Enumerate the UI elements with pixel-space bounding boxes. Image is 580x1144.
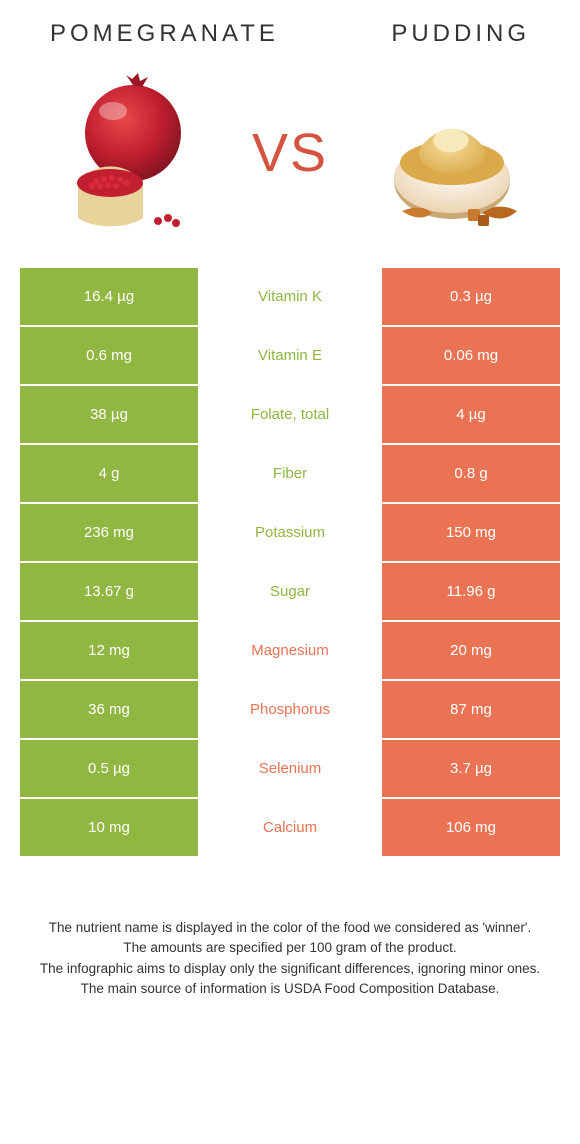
- value-right: 4 µg: [382, 386, 560, 443]
- nutrient-table: 16.4 µgVitamin K0.3 µg0.6 mgVitamin E0.0…: [0, 268, 580, 856]
- value-left: 4 g: [20, 445, 198, 502]
- table-row: 38 µgFolate, total4 µg: [20, 386, 560, 443]
- value-right: 0.8 g: [382, 445, 560, 502]
- pomegranate-image: [48, 73, 208, 233]
- footer-notes: The nutrient name is displayed in the co…: [0, 858, 580, 999]
- value-right: 0.3 µg: [382, 268, 560, 325]
- value-right: 20 mg: [382, 622, 560, 679]
- title-left: POMEGRANATE: [50, 20, 279, 48]
- footer-line: The main source of information is USDA F…: [30, 979, 550, 999]
- footer-line: The nutrient name is displayed in the co…: [30, 918, 550, 938]
- value-left: 36 mg: [20, 681, 198, 738]
- table-row: 10 mgCalcium106 mg: [20, 799, 560, 856]
- vs-label: VS: [252, 122, 328, 184]
- nutrient-name: Folate, total: [200, 386, 380, 443]
- value-left: 16.4 µg: [20, 268, 198, 325]
- nutrient-name: Fiber: [200, 445, 380, 502]
- value-right: 3.7 µg: [382, 740, 560, 797]
- value-left: 10 mg: [20, 799, 198, 856]
- value-left: 236 mg: [20, 504, 198, 561]
- value-left: 13.67 g: [20, 563, 198, 620]
- nutrient-name: Vitamin E: [200, 327, 380, 384]
- hero: VS: [0, 58, 580, 268]
- value-right: 106 mg: [382, 799, 560, 856]
- table-row: 4 gFiber0.8 g: [20, 445, 560, 502]
- value-left: 38 µg: [20, 386, 198, 443]
- nutrient-name: Calcium: [200, 799, 380, 856]
- nutrient-name: Magnesium: [200, 622, 380, 679]
- nutrient-name: Vitamin K: [200, 268, 380, 325]
- value-left: 0.5 µg: [20, 740, 198, 797]
- nutrient-name: Sugar: [200, 563, 380, 620]
- pudding-image: [372, 73, 532, 233]
- title-right: PUDDING: [391, 20, 530, 48]
- nutrient-name: Potassium: [200, 504, 380, 561]
- footer-line: The infographic aims to display only the…: [30, 959, 550, 979]
- value-right: 150 mg: [382, 504, 560, 561]
- header: POMEGRANATE PUDDING: [0, 0, 580, 58]
- value-right: 11.96 g: [382, 563, 560, 620]
- table-row: 36 mgPhosphorus87 mg: [20, 681, 560, 738]
- table-row: 12 mgMagnesium20 mg: [20, 622, 560, 679]
- table-row: 0.5 µgSelenium3.7 µg: [20, 740, 560, 797]
- table-row: 13.67 gSugar11.96 g: [20, 563, 560, 620]
- value-right: 0.06 mg: [382, 327, 560, 384]
- value-right: 87 mg: [382, 681, 560, 738]
- table-row: 16.4 µgVitamin K0.3 µg: [20, 268, 560, 325]
- table-row: 236 mgPotassium150 mg: [20, 504, 560, 561]
- nutrient-name: Phosphorus: [200, 681, 380, 738]
- footer-line: The amounts are specified per 100 gram o…: [30, 938, 550, 958]
- value-left: 12 mg: [20, 622, 198, 679]
- nutrient-name: Selenium: [200, 740, 380, 797]
- value-left: 0.6 mg: [20, 327, 198, 384]
- table-row: 0.6 mgVitamin E0.06 mg: [20, 327, 560, 384]
